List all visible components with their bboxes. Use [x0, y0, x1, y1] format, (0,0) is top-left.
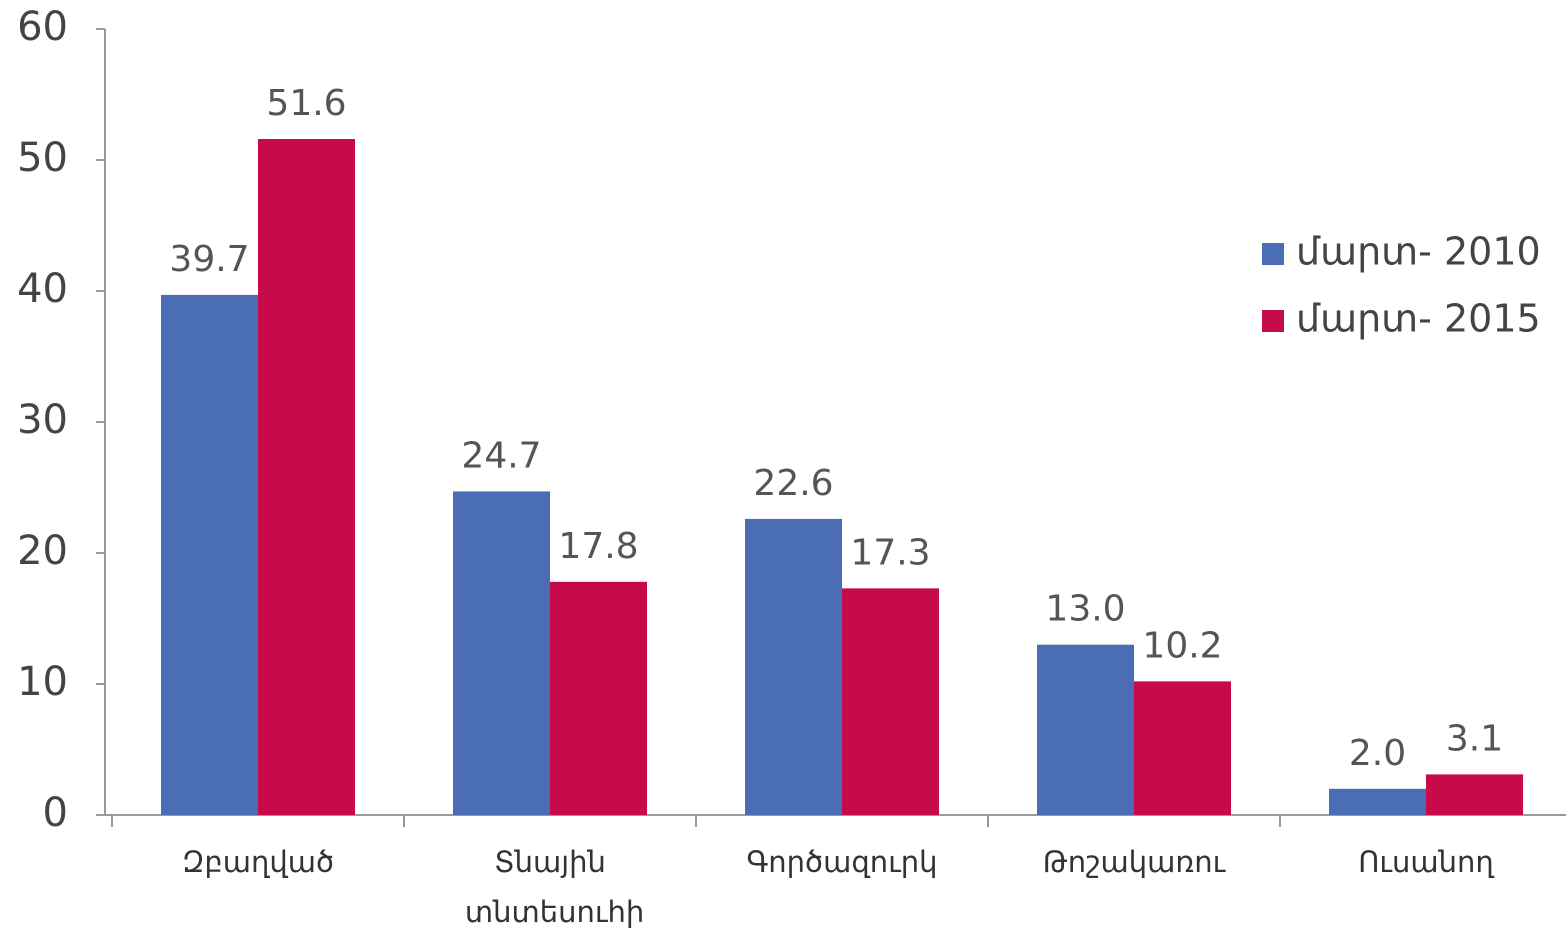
x-tick-label: Թոշակառու	[1043, 845, 1227, 879]
bar	[1037, 644, 1134, 815]
data-label: 22.6	[753, 463, 833, 504]
y-tick-label: 0	[43, 790, 68, 836]
legend-swatch	[1262, 310, 1284, 332]
data-label: 10.2	[1142, 625, 1222, 666]
data-label: 24.7	[461, 435, 541, 476]
data-label: 17.3	[850, 532, 930, 573]
legend-swatch	[1262, 243, 1284, 265]
x-tick-label: Զբաղված	[182, 845, 334, 879]
y-tick-label: 40	[17, 266, 68, 312]
bar	[161, 294, 258, 815]
y-tick-label: 30	[17, 397, 68, 443]
data-label: 2.0	[1349, 733, 1406, 774]
x-tick-label: Ուսանող	[1358, 845, 1494, 879]
x-tick-label-line: տնտեսուհի	[456, 895, 645, 929]
x-tick-label-line: Տնային	[494, 845, 606, 879]
bar	[745, 518, 842, 815]
bar	[1329, 788, 1426, 815]
y-tick-label: 60	[17, 4, 68, 50]
data-label: 13.0	[1045, 589, 1125, 630]
data-label: 17.8	[558, 526, 638, 567]
data-label: 3.1	[1446, 718, 1503, 759]
data-label: 39.7	[169, 239, 249, 280]
bar	[258, 139, 355, 816]
bar	[1134, 681, 1231, 815]
bar	[842, 588, 939, 815]
bar	[550, 581, 647, 815]
y-tick-label: 20	[17, 528, 68, 574]
x-tick-label: Տնային տնտեսուհի	[456, 845, 645, 929]
legend-label: մարտ- 2010	[1296, 230, 1541, 274]
bar	[453, 491, 550, 815]
bar	[1426, 774, 1523, 815]
legend-label: մարտ- 2015	[1296, 297, 1541, 341]
y-tick-label: 10	[17, 659, 68, 705]
data-label: 51.6	[266, 83, 346, 124]
x-tick-label: Գործազուրկ	[746, 845, 937, 879]
y-tick-label: 50	[17, 135, 68, 181]
